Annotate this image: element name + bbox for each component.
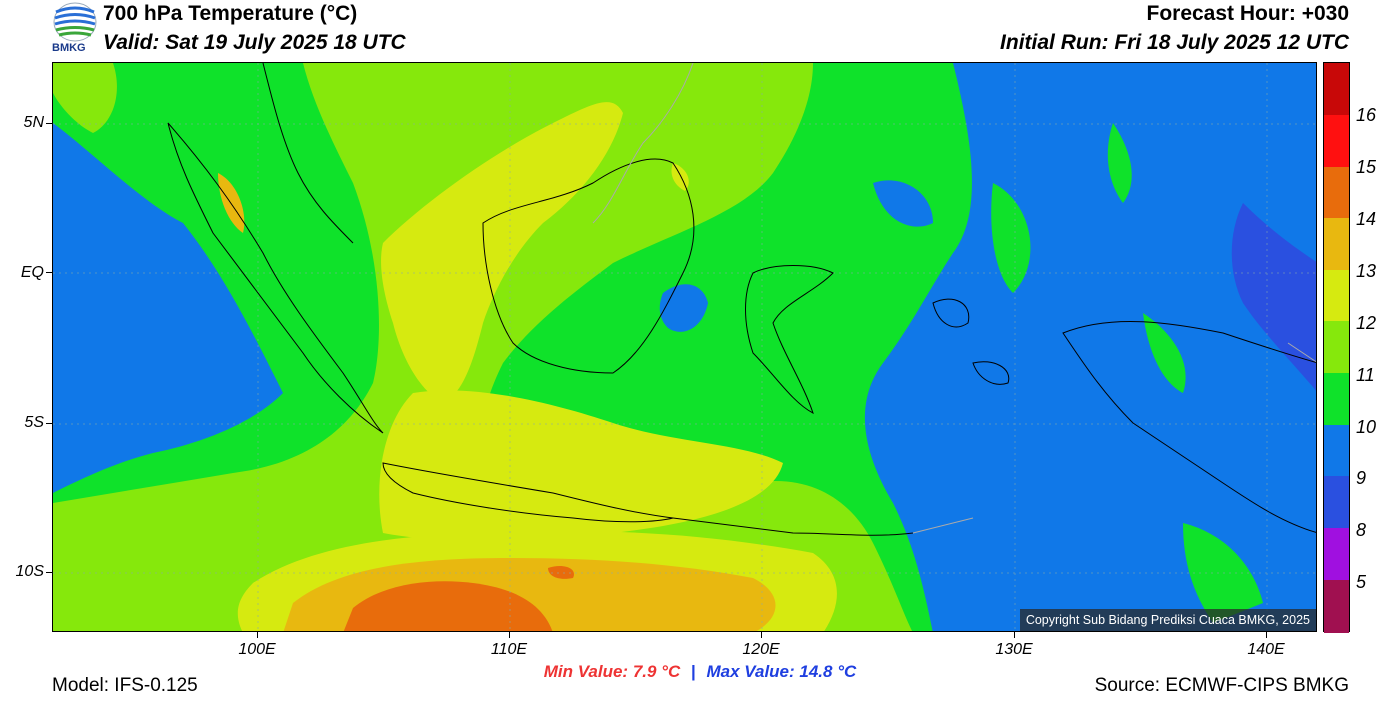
lat-tick: [46, 272, 52, 273]
colorbar-segment: [1324, 167, 1349, 218]
lat-tick: [46, 572, 52, 573]
lat-label-5n: 5N: [23, 114, 44, 131]
map-title: 700 hPa Temperature (°C): [103, 2, 358, 25]
min-value: Min Value: 7.9 °C: [543, 662, 681, 681]
temperature-map[interactable]: Copyright Sub Bidang Prediksi Cuaca BMKG…: [52, 62, 1317, 632]
colorbar-segment: [1324, 528, 1349, 580]
lon-tick: [761, 632, 762, 638]
copyright-notice: Copyright Sub Bidang Prediksi Cuaca BMKG…: [1019, 609, 1316, 631]
colorbar-label: 12: [1356, 313, 1377, 333]
lat-label-10s: 10S: [15, 563, 44, 580]
lat-label-5s: 5S: [24, 414, 44, 431]
colorbar-segment: [1324, 218, 1349, 270]
lon-label-110e: 110E: [490, 641, 528, 658]
colorbar-segment: [1324, 321, 1349, 373]
min-max-values: Min Value: 7.9 °C | Max Value: 14.8 °C: [0, 662, 1400, 682]
coastline-java: [382, 462, 674, 523]
colorbar-label: 11: [1356, 365, 1375, 385]
source-label: Source: ECMWF-CIPS BMKG: [1094, 675, 1349, 696]
lat-tick: [46, 123, 52, 124]
coastline-sumatra: [167, 122, 384, 434]
colorbar-label: 8: [1356, 520, 1367, 540]
map-canvas: [53, 63, 1316, 631]
coastline-papua: [1062, 321, 1316, 533]
lat-label-eq: EQ: [20, 264, 44, 281]
coastline-sulawesi: [745, 265, 834, 414]
lon-label-120e: 120E: [742, 641, 780, 658]
min-max-separator: |: [690, 662, 696, 681]
colorbar-label: 15: [1356, 157, 1377, 177]
colorbar-segment: [1324, 63, 1349, 115]
lon-tick: [1266, 632, 1267, 638]
coastline-nusa-tenggara: [672, 517, 914, 536]
coastline-malay-peninsula: [262, 63, 354, 244]
lon-tick: [257, 632, 258, 638]
max-value: Max Value: 14.8 °C: [706, 662, 857, 681]
colorbar: [1323, 62, 1350, 633]
coastline-maluku: [932, 298, 1010, 385]
colorbar-segment: [1324, 373, 1349, 425]
colorbar-segment: [1324, 115, 1349, 167]
initial-run: Initial Run: Fri 18 July 2025 12 UTC: [1000, 31, 1349, 54]
colorbar-label: 14: [1356, 209, 1377, 229]
colorbar-label: 13: [1356, 261, 1377, 281]
coastline-borneo: [482, 158, 695, 374]
colorbar-segment: [1324, 425, 1349, 476]
lon-label-100e: 100E: [238, 641, 276, 658]
model-label: Model: IFS-0.125: [52, 675, 198, 696]
colorbar-segment: [1324, 270, 1349, 321]
colorbar-label: 5: [1356, 572, 1367, 592]
lon-tick: [509, 632, 510, 638]
colorbar-segment: [1324, 580, 1349, 633]
bmkg-logo: BMKG: [52, 2, 98, 58]
colorbar-label: 9: [1356, 468, 1367, 488]
colorbar-label: 10: [1356, 417, 1377, 437]
lon-tick: [1014, 632, 1015, 638]
lon-label-130e: 130E: [995, 641, 1033, 658]
colorbar-label: 16: [1356, 105, 1377, 125]
colorbar-segment: [1324, 476, 1349, 528]
forecast-hour: Forecast Hour: +030: [1146, 2, 1350, 25]
lat-tick: [46, 423, 52, 424]
logo-text: BMKG: [52, 42, 86, 54]
valid-time: Valid: Sat 19 July 2025 18 UTC: [103, 31, 406, 54]
lon-label-140e: 140E: [1247, 641, 1285, 658]
